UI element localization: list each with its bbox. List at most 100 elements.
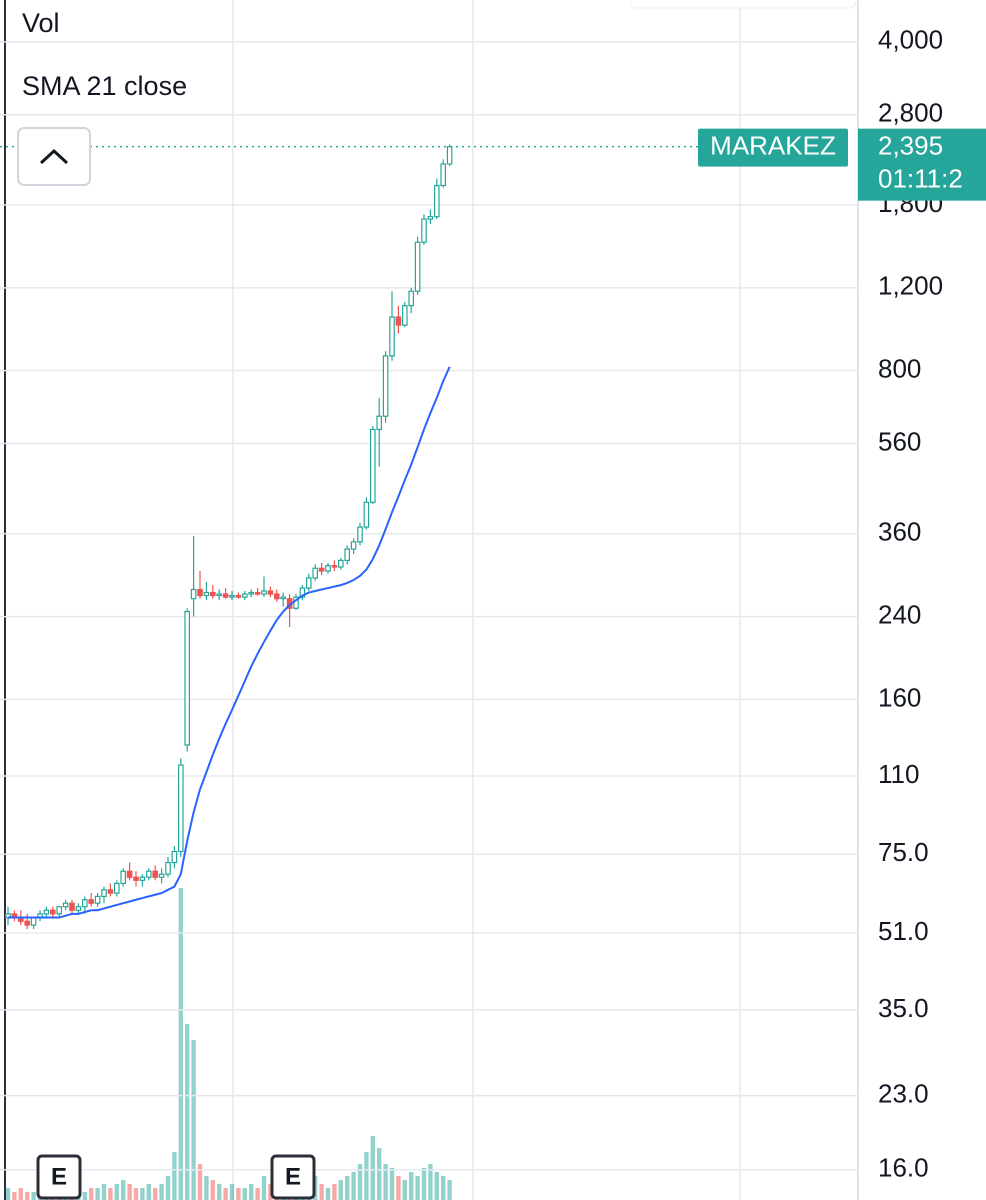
countdown-label: 01:11:2 — [878, 164, 963, 194]
candle-body — [363, 501, 370, 528]
earnings-marker[interactable]: E — [36, 1154, 82, 1200]
volume-bar — [121, 1180, 126, 1200]
volume-bar — [255, 1188, 260, 1200]
candle-body — [81, 899, 88, 908]
y-tick-label: 160 — [878, 682, 921, 712]
volume-bar — [204, 1176, 209, 1200]
candle-body — [203, 591, 210, 597]
candle-body — [49, 909, 56, 915]
candle-body — [331, 565, 338, 568]
candle-body — [312, 567, 319, 579]
candle-body — [389, 316, 395, 357]
candle-body — [30, 916, 37, 926]
y-tick-label: 560 — [878, 426, 921, 456]
volume-bar — [332, 1184, 337, 1200]
volume-bar — [197, 1164, 203, 1200]
candle-body — [325, 565, 331, 572]
volume-bar — [89, 1188, 94, 1200]
candle-body — [107, 889, 114, 894]
y-tick-label: 35.0 — [878, 993, 929, 1023]
candle-body — [94, 895, 101, 904]
volume-bar — [370, 1136, 375, 1200]
candle-body — [222, 593, 229, 598]
volume-bar — [441, 1176, 446, 1200]
legend-sma[interactable]: SMA 21 close — [22, 71, 187, 101]
candle-body — [178, 764, 184, 853]
volume-bar — [140, 1188, 145, 1200]
candle-body — [146, 870, 152, 878]
collapse-button-frame[interactable] — [17, 127, 91, 186]
volume-bar — [383, 1164, 388, 1200]
volume-bar — [191, 1040, 196, 1200]
candle-body — [242, 593, 248, 598]
volume-bar — [108, 1188, 113, 1200]
volume-bar — [165, 1176, 171, 1200]
candle-body — [139, 876, 146, 881]
earnings-box[interactable] — [270, 1154, 316, 1200]
y-tick-label: 75.0 — [878, 837, 929, 867]
volume-bar — [421, 1168, 427, 1200]
candle-body — [158, 873, 165, 878]
candle-body — [126, 870, 133, 878]
candle-body — [88, 899, 95, 904]
volume-bar — [82, 1192, 87, 1200]
candle-body — [267, 590, 274, 595]
volume-bar — [319, 1184, 324, 1200]
candle-body — [408, 290, 415, 307]
volume-bar — [18, 1188, 23, 1200]
candle-body — [446, 146, 453, 165]
volume-bar — [434, 1172, 439, 1200]
volume-bar — [357, 1164, 363, 1200]
volume-bar — [364, 1152, 369, 1200]
candle-body — [210, 591, 216, 597]
candle-body — [395, 316, 402, 326]
earnings-label: E — [51, 1163, 67, 1190]
candle-body — [43, 909, 50, 915]
volume-bar — [31, 1192, 36, 1200]
candle-body — [274, 593, 280, 600]
candle-body — [165, 861, 171, 875]
y-tick-label: 23.0 — [878, 1079, 929, 1109]
volume-bar — [95, 1188, 100, 1200]
volume-bar — [153, 1188, 158, 1200]
volume-bar — [377, 1148, 382, 1200]
candle-body — [24, 920, 31, 926]
candle-body — [370, 428, 376, 503]
volume-bar — [325, 1188, 331, 1200]
y-tick-label: 1,200 — [878, 271, 943, 301]
volume-layer — [5, 888, 452, 1200]
volume-bar — [25, 1192, 30, 1200]
candle-body — [62, 902, 69, 908]
sma-line — [8, 366, 451, 919]
y-tick-label: 800 — [878, 354, 921, 384]
candle-body — [299, 587, 306, 598]
candle-body — [427, 216, 434, 220]
legend-vol[interactable]: Vol — [22, 8, 60, 38]
earnings-box[interactable] — [36, 1154, 82, 1200]
symbol-label: MARAKEZ — [710, 131, 836, 161]
volume-bar — [402, 1180, 407, 1200]
candle-body — [216, 593, 223, 597]
y-tick-label: 51.0 — [878, 916, 929, 946]
y-tick-label: 360 — [878, 517, 921, 547]
earnings-marker[interactable]: E — [270, 1154, 316, 1200]
candle-body — [152, 870, 159, 878]
volume-bar — [146, 1184, 151, 1200]
candle-body — [133, 876, 139, 881]
volume-bar — [236, 1188, 241, 1200]
candle-body — [229, 594, 235, 598]
candle-body — [357, 526, 363, 543]
candle-body — [235, 594, 242, 598]
candle-body — [113, 882, 120, 894]
collapse-button[interactable] — [17, 127, 91, 186]
volume-bar — [345, 1176, 350, 1200]
earnings-label: E — [285, 1163, 301, 1190]
plot-layer — [0, 41, 858, 1171]
y-tick-label: 110 — [878, 759, 919, 789]
candle-body — [344, 548, 351, 561]
chevron-icon — [39, 148, 69, 165]
candle-body — [69, 902, 75, 911]
candle-body — [101, 889, 107, 898]
